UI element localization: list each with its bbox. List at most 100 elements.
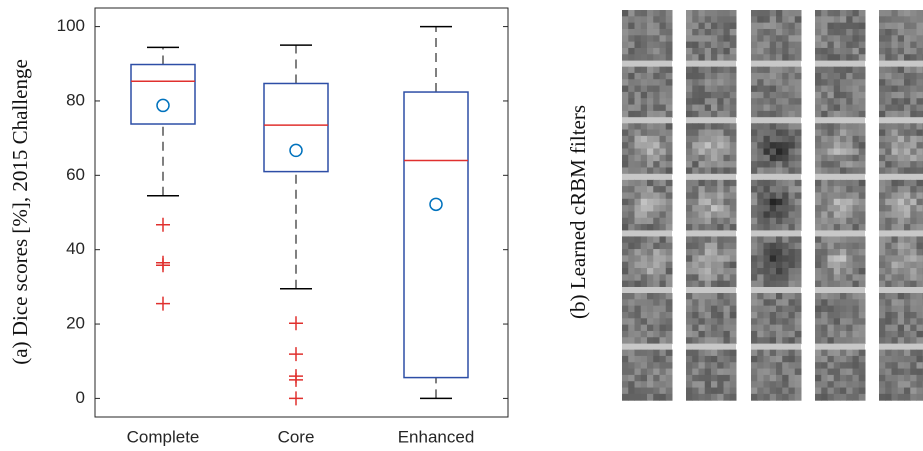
- filter-pixel: [635, 268, 642, 275]
- filter-pixel: [859, 394, 866, 401]
- filter-pixel: [795, 149, 802, 156]
- filter-pixel: [751, 79, 758, 86]
- filter-pixel: [834, 262, 841, 269]
- filter-pixel: [892, 293, 899, 300]
- filter-pixel: [653, 199, 660, 206]
- filter-pixel: [711, 23, 718, 30]
- filter-pixel: [821, 243, 828, 250]
- filter-pixel: [828, 218, 835, 225]
- filter-pixel: [885, 281, 892, 288]
- filter-pixel: [686, 331, 693, 338]
- filter-pixel: [717, 105, 724, 112]
- filter-pixel: [859, 16, 866, 23]
- filter-pixel: [885, 375, 892, 382]
- filter-pixel: [641, 92, 648, 99]
- filter-pixel: [828, 350, 835, 357]
- filter-pixel: [853, 318, 860, 325]
- filter-pixel: [641, 54, 648, 61]
- filter-pixel: [730, 199, 737, 206]
- filter-pixel: [795, 218, 802, 225]
- filter-pixel: [917, 249, 923, 256]
- filter-pixel: [789, 35, 796, 42]
- filter-pixel: [917, 23, 923, 30]
- filter-pixel: [795, 199, 802, 206]
- filter-pixel: [717, 167, 724, 174]
- filter-pixel: [898, 249, 905, 256]
- filter-pixel: [853, 325, 860, 332]
- filter-pixel: [647, 10, 654, 17]
- filter-pixel: [730, 67, 737, 74]
- filter-pixel: [898, 350, 905, 357]
- filter-pixel: [653, 29, 660, 36]
- filter-pixel: [692, 105, 699, 112]
- filter-pixel: [628, 142, 635, 149]
- filter-pixel: [853, 312, 860, 319]
- filter-pixel: [705, 312, 712, 319]
- filter-pixel: [686, 10, 693, 17]
- filter-pixel: [846, 54, 853, 61]
- filter-pixel: [628, 388, 635, 395]
- filter-pixel: [622, 167, 629, 174]
- filter-pixel: [904, 205, 911, 212]
- filter-pixel: [622, 86, 629, 93]
- filter-pixel: [641, 67, 648, 74]
- filter-pixel: [917, 186, 923, 193]
- filter-pixel: [904, 123, 911, 130]
- filter-pixel: [789, 186, 796, 193]
- filter-pixel: [789, 325, 796, 332]
- filter-pixel: [885, 293, 892, 300]
- filter-pixel: [628, 299, 635, 306]
- filter-pixel: [853, 186, 860, 193]
- filter-pixel: [764, 375, 771, 382]
- filter-pixel: [853, 130, 860, 137]
- filter-pixel: [653, 274, 660, 281]
- filter-pixel: [917, 381, 923, 388]
- filter-pixel: [751, 29, 758, 36]
- filter-pixel: [660, 86, 667, 93]
- filter-pixel: [757, 192, 764, 199]
- filter-pixel: [815, 218, 822, 225]
- filter-pixel: [635, 92, 642, 99]
- filter-pixel: [834, 42, 841, 49]
- filter-pixel: [885, 274, 892, 281]
- filter-pixel: [757, 130, 764, 137]
- filter-pixel: [751, 224, 758, 231]
- filter-pixel: [770, 205, 777, 212]
- filter-pixel: [904, 54, 911, 61]
- filter-pixel: [711, 142, 718, 149]
- filter-pixel: [686, 73, 693, 80]
- filter-pixel: [724, 394, 731, 401]
- filter-pixel: [917, 86, 923, 93]
- filter-pixel: [789, 243, 796, 250]
- filter-pixel: [686, 388, 693, 395]
- filter-pixel: [711, 381, 718, 388]
- filter-pixel: [628, 16, 635, 23]
- filter-pixel: [686, 86, 693, 93]
- row-separator: [622, 230, 672, 236]
- filter-pixel: [904, 86, 911, 93]
- filter-pixel: [795, 167, 802, 174]
- filter-pixel: [699, 73, 706, 80]
- filter-pixel: [628, 86, 635, 93]
- filter-pixel: [641, 123, 648, 130]
- filter-pixel: [647, 249, 654, 256]
- filter-pixel: [628, 54, 635, 61]
- filter-pixel: [653, 130, 660, 137]
- filter-pixel: [879, 67, 886, 74]
- filter-pixel: [757, 362, 764, 369]
- filter-pixel: [692, 262, 699, 269]
- filter-pixel: [641, 362, 648, 369]
- filter-pixel: [834, 325, 841, 332]
- filter-pixel: [859, 35, 866, 42]
- filter-pixel: [730, 268, 737, 275]
- filter-pixel: [653, 67, 660, 74]
- filter-pixel: [628, 92, 635, 99]
- filter-pixel: [898, 48, 905, 55]
- filter-pixel: [879, 98, 886, 105]
- filter-pixel: [770, 123, 777, 130]
- filter-pixel: [828, 86, 835, 93]
- filter-pixel: [692, 186, 699, 193]
- filter-pixel: [647, 111, 654, 118]
- filter-pixel: [686, 218, 693, 225]
- filter-pixel: [859, 192, 866, 199]
